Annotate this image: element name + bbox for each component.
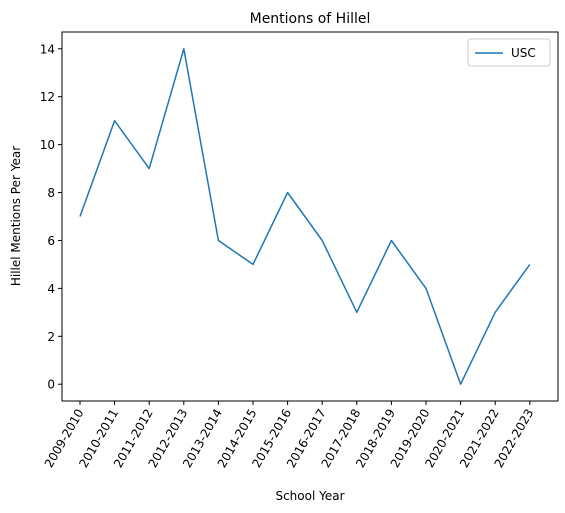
legend: USC (467, 38, 551, 67)
y-tick-label: 2 (47, 330, 55, 344)
y-tick-label: 4 (47, 282, 55, 296)
y-tick-label: 6 (47, 234, 55, 248)
series-layer (79, 48, 531, 385)
y-tick-label: 8 (47, 186, 55, 200)
y-axis-title: Hillel Mentions Per Year (9, 146, 23, 286)
x-axis-title: School Year (275, 489, 344, 503)
series-line-usc (79, 48, 531, 385)
y-axis: 0 2 4 6 8 10 12 14 (40, 42, 62, 392)
chart-title: Mentions of Hillel (250, 11, 371, 27)
y-tick-label: 14 (40, 42, 55, 56)
legend-label-usc: USC (511, 46, 536, 60)
y-tick-label: 10 (40, 138, 55, 152)
plot-area (61, 31, 559, 402)
legend-box (467, 38, 551, 67)
x-axis: 2009-20102010-20112011-20122012-20132013… (42, 401, 536, 470)
y-tick-label: 0 (47, 378, 55, 392)
y-tick-label: 12 (40, 90, 55, 104)
